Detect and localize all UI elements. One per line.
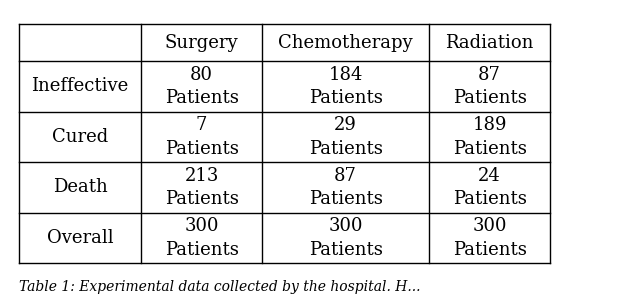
Text: 24
Patients: 24 Patients — [452, 167, 527, 208]
Text: 189
Patients: 189 Patients — [452, 116, 527, 158]
Text: Overall: Overall — [47, 229, 113, 247]
Text: Cured: Cured — [52, 128, 108, 146]
Text: 213
Patients: 213 Patients — [164, 167, 239, 208]
Text: Radiation: Radiation — [445, 34, 534, 52]
Text: Table 1: Experimental data collected by the hospital. H...: Table 1: Experimental data collected by … — [19, 280, 420, 294]
Text: 80
Patients: 80 Patients — [164, 66, 239, 107]
Text: 300
Patients: 300 Patients — [452, 217, 527, 259]
Text: 300
Patients: 300 Patients — [164, 217, 239, 259]
Text: 87
Patients: 87 Patients — [452, 66, 527, 107]
Text: 7
Patients: 7 Patients — [164, 116, 239, 158]
Text: 87
Patients: 87 Patients — [308, 167, 383, 208]
Text: Death: Death — [52, 178, 108, 196]
Text: Chemotherapy: Chemotherapy — [278, 34, 413, 52]
Text: Surgery: Surgery — [164, 34, 239, 52]
Text: Ineffective: Ineffective — [31, 77, 129, 95]
Text: 300
Patients: 300 Patients — [308, 217, 383, 259]
Text: 29
Patients: 29 Patients — [308, 116, 383, 158]
Text: 184
Patients: 184 Patients — [308, 66, 383, 107]
